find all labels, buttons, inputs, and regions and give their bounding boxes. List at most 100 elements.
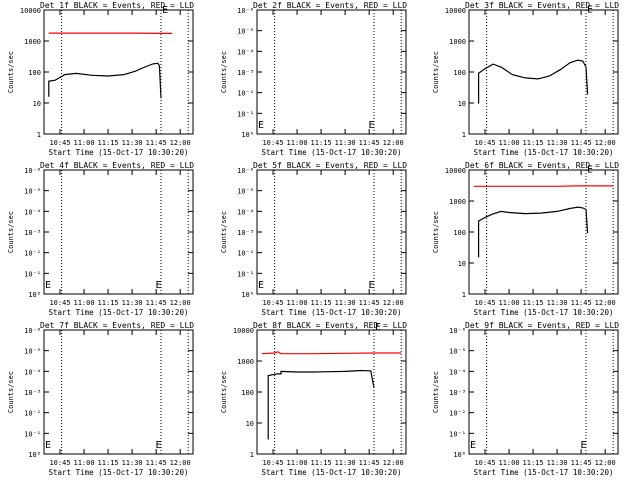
x-tick-label: 12:00 <box>170 299 191 307</box>
panel-title: Det 3f BLACK = Events, RED = LLD <box>465 1 619 10</box>
y-tick-label: 10⁻⁴ <box>237 48 254 56</box>
panel-title: Det 2f BLACK = Events, RED = LLD <box>253 1 407 10</box>
y-tick-label: 10⁻¹ <box>449 430 466 438</box>
y-tick-label: 10⁻⁶ <box>24 167 41 175</box>
x-tick-label: 10:45 <box>49 299 70 307</box>
x-tick-label: 11:30 <box>335 139 356 147</box>
y-tick-label: 10 <box>458 260 466 268</box>
y-tick-label: 10⁻⁶ <box>24 327 41 335</box>
x-tick-label: 11:15 <box>523 139 544 147</box>
y-tick-label: 10⁻² <box>237 250 254 258</box>
y-axis-label: Counts/sec <box>7 371 15 413</box>
x-tick-label: 10:45 <box>262 299 283 307</box>
e-marker-label: E <box>375 322 381 333</box>
y-tick-label: 10⁻² <box>24 410 41 418</box>
panel-title: Det 8f BLACK = Events, RED = LLD <box>253 321 407 330</box>
y-tick-label: 10⁻² <box>24 250 41 258</box>
plot-frame <box>468 9 619 135</box>
y-axis-label: Counts/sec <box>432 371 440 413</box>
y-axis-label: Counts/sec <box>432 51 440 93</box>
x-tick-label: 11:00 <box>74 139 95 147</box>
x-tick-label: 12:00 <box>383 459 404 467</box>
y-axis-label: Counts/sec <box>7 211 15 253</box>
e-marker-label: E <box>45 440 51 451</box>
x-tick-label: 11:30 <box>547 459 568 467</box>
x-tick-label: 11:15 <box>311 299 332 307</box>
x-tick-label: 12:00 <box>383 299 404 307</box>
y-tick-label: 10⁰ <box>28 451 41 459</box>
x-tick-label: 12:00 <box>383 139 404 147</box>
y-tick-label: 10⁰ <box>28 291 41 299</box>
x-tick-label: 11:15 <box>523 459 544 467</box>
x-tick-label: 10:45 <box>49 139 70 147</box>
e-marker-label: E <box>581 440 587 451</box>
x-axis-label: Start Time (15-Oct-17 10:30:20) <box>49 468 189 477</box>
e-marker-label: E <box>258 120 264 131</box>
chart-panel-6f: E <box>473 164 614 294</box>
plot-frame <box>256 169 407 295</box>
x-tick-label: 11:00 <box>499 299 520 307</box>
y-tick-label: 10⁻² <box>237 90 254 98</box>
panel-title: Det 4f BLACK = Events, RED = LLD <box>40 161 194 170</box>
x-tick-label: 12:00 <box>170 139 191 147</box>
y-axis-label: Counts/sec <box>7 51 15 93</box>
x-tick-label: 11:00 <box>287 459 308 467</box>
y-tick-label: 10⁻³ <box>24 389 41 397</box>
events-series-line <box>478 59 589 104</box>
chart-panel-3f: E <box>478 4 614 134</box>
x-axis-label: Start Time (15-Oct-17 10:30:20) <box>262 308 402 317</box>
events-series-line <box>48 62 162 99</box>
e-marker-label: E <box>156 440 162 451</box>
plot-frame <box>468 169 619 295</box>
e-marker-label: E <box>45 280 51 291</box>
y-tick-label: 10⁻¹ <box>237 110 254 118</box>
events-series-line <box>267 369 375 440</box>
x-tick-label: 11:45 <box>146 139 167 147</box>
x-axis-label: Start Time (15-Oct-17 10:30:20) <box>49 308 189 317</box>
x-tick-label: 11:30 <box>122 139 143 147</box>
e-marker-label: E <box>156 280 162 291</box>
plot-frame <box>256 329 407 455</box>
y-tick-label: 1000 <box>24 38 41 46</box>
y-axis-label: Counts/sec <box>220 51 228 93</box>
plot-frame <box>43 169 194 295</box>
y-tick-label: 10⁻⁴ <box>24 368 41 376</box>
x-tick-label: 11:15 <box>98 459 119 467</box>
y-tick-label: 100 <box>453 69 466 77</box>
plot-frame <box>43 329 194 455</box>
events-series-line <box>478 206 589 258</box>
e-marker-label: E <box>369 280 375 291</box>
y-tick-label: 10⁻⁶ <box>449 327 466 335</box>
x-tick-label: 11:15 <box>523 299 544 307</box>
x-tick-label: 11:45 <box>359 299 380 307</box>
x-tick-label: 11:15 <box>311 139 332 147</box>
x-tick-label: 11:45 <box>146 299 167 307</box>
y-tick-label: 10⁻⁵ <box>449 348 466 356</box>
x-tick-label: 11:15 <box>98 299 119 307</box>
y-tick-label: 1000 <box>237 358 254 366</box>
e-marker-label: E <box>470 440 476 451</box>
x-tick-label: 11:15 <box>98 139 119 147</box>
x-tick-label: 11:45 <box>146 459 167 467</box>
y-tick-label: 10000 <box>20 7 41 15</box>
panel-title: Det 6f BLACK = Events, RED = LLD <box>465 161 619 170</box>
y-tick-label: 10⁻⁶ <box>237 167 254 175</box>
y-tick-label: 10⁻² <box>449 410 466 418</box>
y-tick-label: 10⁻¹ <box>237 270 254 278</box>
x-tick-label: 12:00 <box>595 299 616 307</box>
x-tick-label: 11:30 <box>122 299 143 307</box>
y-tick-label: 10⁻³ <box>237 69 254 77</box>
x-axis-label: Start Time (15-Oct-17 10:30:20) <box>49 148 189 157</box>
y-tick-label: 10 <box>246 420 254 428</box>
x-tick-label: 11:00 <box>74 459 95 467</box>
